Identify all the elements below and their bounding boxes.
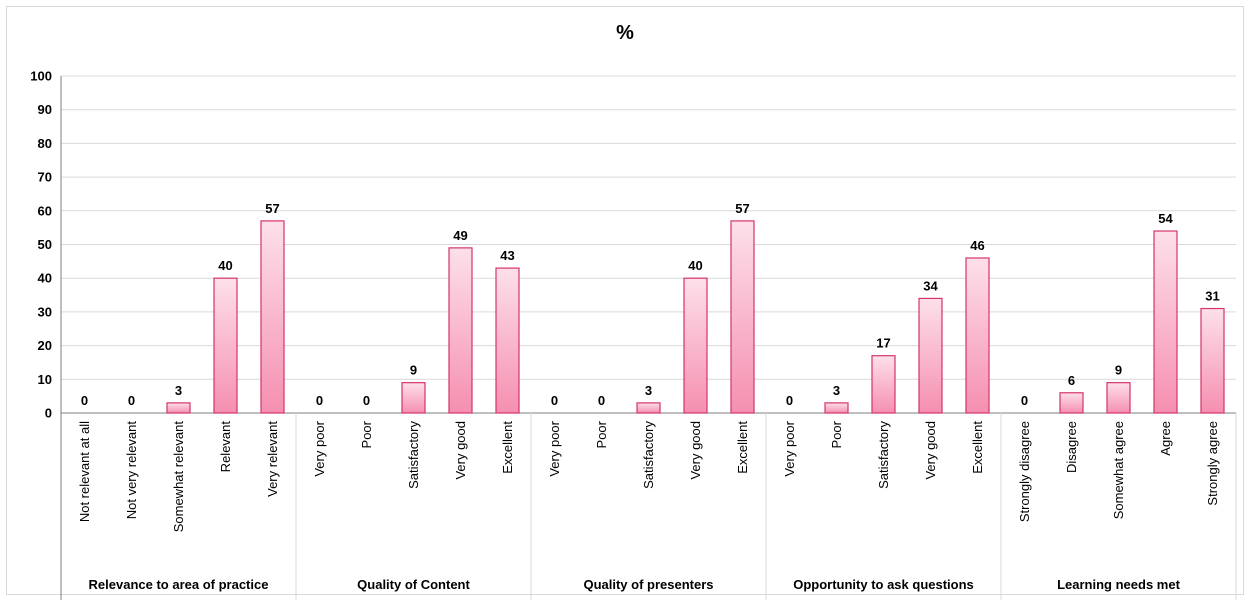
x-category-label: Relevant [218, 421, 233, 473]
data-label: 0 [598, 393, 605, 408]
y-tick-label: 70 [38, 170, 52, 185]
data-label: 57 [735, 201, 749, 216]
data-label: 54 [1158, 211, 1173, 226]
y-tick-label: 60 [38, 203, 52, 218]
bar [260, 220, 285, 414]
x-category-label: Poor [594, 420, 609, 448]
x-category-label: Strongly agree [1205, 421, 1220, 506]
x-category-label: Satisfactory [641, 421, 656, 489]
data-label: 9 [410, 363, 417, 378]
x-category-label: Very good [923, 421, 938, 480]
y-tick-label: 0 [45, 406, 52, 421]
data-label: 0 [551, 393, 558, 408]
data-label: 0 [363, 393, 370, 408]
group-label: Relevance to area of practice [89, 577, 269, 592]
data-label: 46 [970, 238, 984, 253]
bar [1153, 230, 1178, 414]
x-category-label: Somewhat agree [1111, 421, 1126, 519]
y-tick-label: 10 [38, 372, 52, 387]
x-category-label: Excellent [500, 421, 515, 474]
data-label: 57 [265, 201, 279, 216]
y-tick-label: 30 [38, 304, 52, 319]
x-category-label: Strongly disagree [1017, 421, 1032, 522]
x-category-label: Very good [453, 421, 468, 480]
x-category-label: Satisfactory [406, 421, 421, 489]
x-category-label: Poor [359, 420, 374, 448]
y-tick-label: 80 [38, 136, 52, 151]
x-category-label: Agree [1158, 421, 1173, 456]
data-label: 40 [218, 258, 232, 273]
data-label: 3 [645, 383, 652, 398]
group-label: Learning needs met [1057, 577, 1180, 592]
x-category-label: Very poor [547, 420, 562, 476]
data-label: 43 [500, 248, 514, 263]
group-label: Quality of presenters [583, 577, 713, 592]
bar [213, 277, 238, 414]
group-label: Quality of Content [357, 577, 470, 592]
data-label: 6 [1068, 373, 1075, 388]
y-tick-label: 100 [30, 69, 52, 84]
x-category-label: Excellent [735, 421, 750, 474]
data-label: 0 [1021, 393, 1028, 408]
gridlines [61, 75, 1236, 380]
chart-title: % [616, 22, 634, 44]
data-label: 0 [316, 393, 323, 408]
data-label: 31 [1205, 289, 1219, 304]
bar [636, 402, 661, 414]
bar [683, 277, 708, 414]
bar [495, 267, 520, 414]
x-category-label: Very relevant [265, 421, 280, 497]
bar [918, 297, 943, 414]
bar [730, 220, 755, 414]
bar [965, 257, 990, 414]
x-category-label: Satisfactory [876, 421, 891, 489]
y-tick-label: 90 [38, 102, 52, 117]
data-label: 17 [876, 336, 890, 351]
bar [1200, 307, 1225, 414]
data-label: 0 [786, 393, 793, 408]
x-category-label: Somewhat relevant [171, 421, 186, 533]
y-tick-label: 50 [38, 237, 52, 252]
y-tick-label: 20 [38, 338, 52, 353]
y-tick-label: 40 [38, 271, 52, 286]
data-label: 34 [923, 278, 938, 293]
bars [166, 220, 1225, 414]
x-category-label: Excellent [970, 421, 985, 474]
bar [1106, 382, 1131, 414]
x-category-label: Not very relevant [124, 421, 139, 520]
data-label: 0 [81, 393, 88, 408]
data-label: 3 [175, 383, 182, 398]
x-category-label: Disagree [1064, 421, 1079, 473]
x-category-label: Poor [829, 420, 844, 448]
bar [1059, 392, 1084, 414]
data-label: 0 [128, 393, 135, 408]
bar [824, 402, 849, 414]
bar [401, 382, 426, 414]
x-category-label: Very poor [782, 420, 797, 476]
bar [448, 247, 473, 414]
bar [871, 355, 896, 414]
group-label: Opportunity to ask questions [793, 577, 974, 592]
data-label: 49 [453, 228, 467, 243]
bar [166, 402, 191, 414]
x-category-label: Not relevant at all [77, 421, 92, 522]
data-label: 9 [1115, 363, 1122, 378]
data-label: 3 [833, 383, 840, 398]
x-category-label: Very poor [312, 420, 327, 476]
chart-frame [6, 6, 1244, 595]
x-category-label: Very good [688, 421, 703, 480]
data-label: 40 [688, 258, 702, 273]
